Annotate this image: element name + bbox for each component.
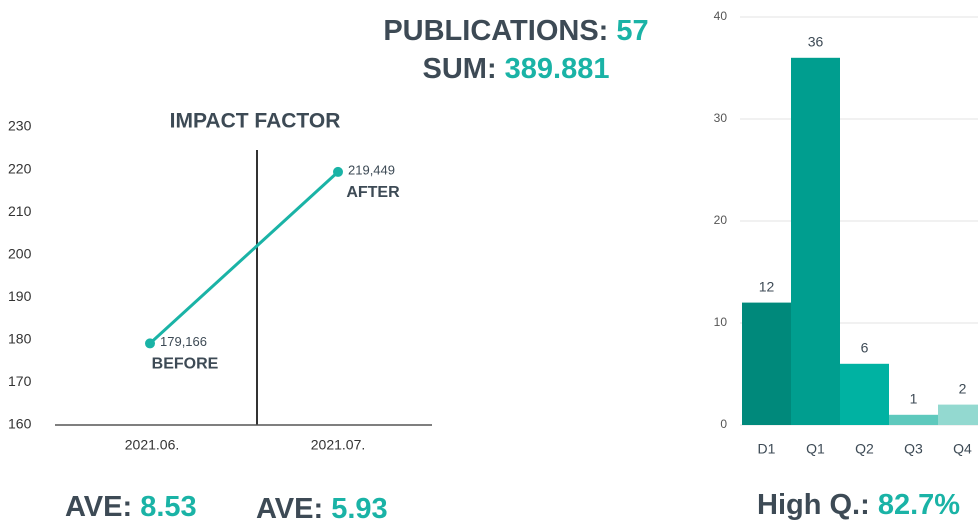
x-tick-label: 2021.06. — [125, 437, 180, 453]
publications-text: PUBLICATIONS: 57 — [383, 15, 648, 47]
sum-label: SUM: — [423, 53, 497, 85]
bar — [791, 57, 840, 426]
ave-text-2: AVE: 5.93 — [256, 493, 388, 524]
ave-label: AVE: — [65, 491, 132, 523]
value-label: 2 — [959, 380, 967, 396]
y-tick-label: 160 — [8, 416, 32, 432]
publications-value: 57 — [616, 15, 648, 47]
x-tick-label: Q3 — [904, 441, 923, 457]
x-tick-label: D1 — [758, 441, 776, 457]
bar — [742, 302, 791, 425]
y-tick-label: 210 — [8, 203, 32, 219]
value-label: 219,449 — [348, 162, 395, 177]
y-tick-label: 220 — [8, 160, 32, 176]
y-tick-label: 20 — [714, 213, 728, 227]
value-label: 36 — [808, 34, 824, 50]
y-tick-label: 40 — [714, 9, 728, 23]
y-tick-label: 190 — [8, 288, 32, 304]
y-tick-label: 0 — [720, 417, 727, 431]
value-label: 1 — [910, 391, 918, 407]
y-tick-label: 200 — [8, 245, 32, 261]
high-q-text: High Q.: 82.7% — [757, 489, 960, 521]
bar — [889, 414, 938, 425]
x-tick-label: Q1 — [806, 441, 825, 457]
high-q-label: High Q.: — [757, 489, 870, 521]
publications-label: PUBLICATIONS: — [383, 15, 608, 47]
y-tick-label: 230 — [8, 118, 32, 134]
high-q-value: 82.7% — [878, 489, 960, 521]
bar — [840, 363, 889, 425]
x-tick-label: 2021.07. — [311, 437, 366, 453]
ave-value: 8.53 — [140, 491, 196, 523]
ave-label: AVE: — [256, 493, 323, 524]
point — [145, 338, 155, 349]
point-label: BEFORE — [152, 356, 219, 373]
bar — [938, 404, 978, 425]
sum-value: 389.881 — [505, 53, 610, 85]
ave-text-1: AVE: 8.53 — [65, 491, 197, 523]
point-label: AFTER — [346, 184, 400, 201]
line — [148, 170, 340, 345]
value-label: 12 — [759, 278, 775, 294]
value-label: 6 — [861, 340, 869, 356]
x-tick-label: Q4 — [953, 441, 972, 457]
y-tick-label: 30 — [714, 111, 728, 125]
sum-text: SUM: 389.881 — [423, 53, 610, 85]
x-tick-label: Q2 — [855, 441, 874, 457]
y-tick-label: 170 — [8, 373, 32, 389]
value-label: 179,166 — [160, 334, 207, 349]
y-tick-label: 10 — [714, 315, 728, 329]
line-chart-title: IMPACT FACTOR — [170, 110, 341, 133]
point — [333, 166, 343, 177]
y-tick-label: 180 — [8, 331, 32, 347]
ave-value: 5.93 — [331, 493, 387, 524]
